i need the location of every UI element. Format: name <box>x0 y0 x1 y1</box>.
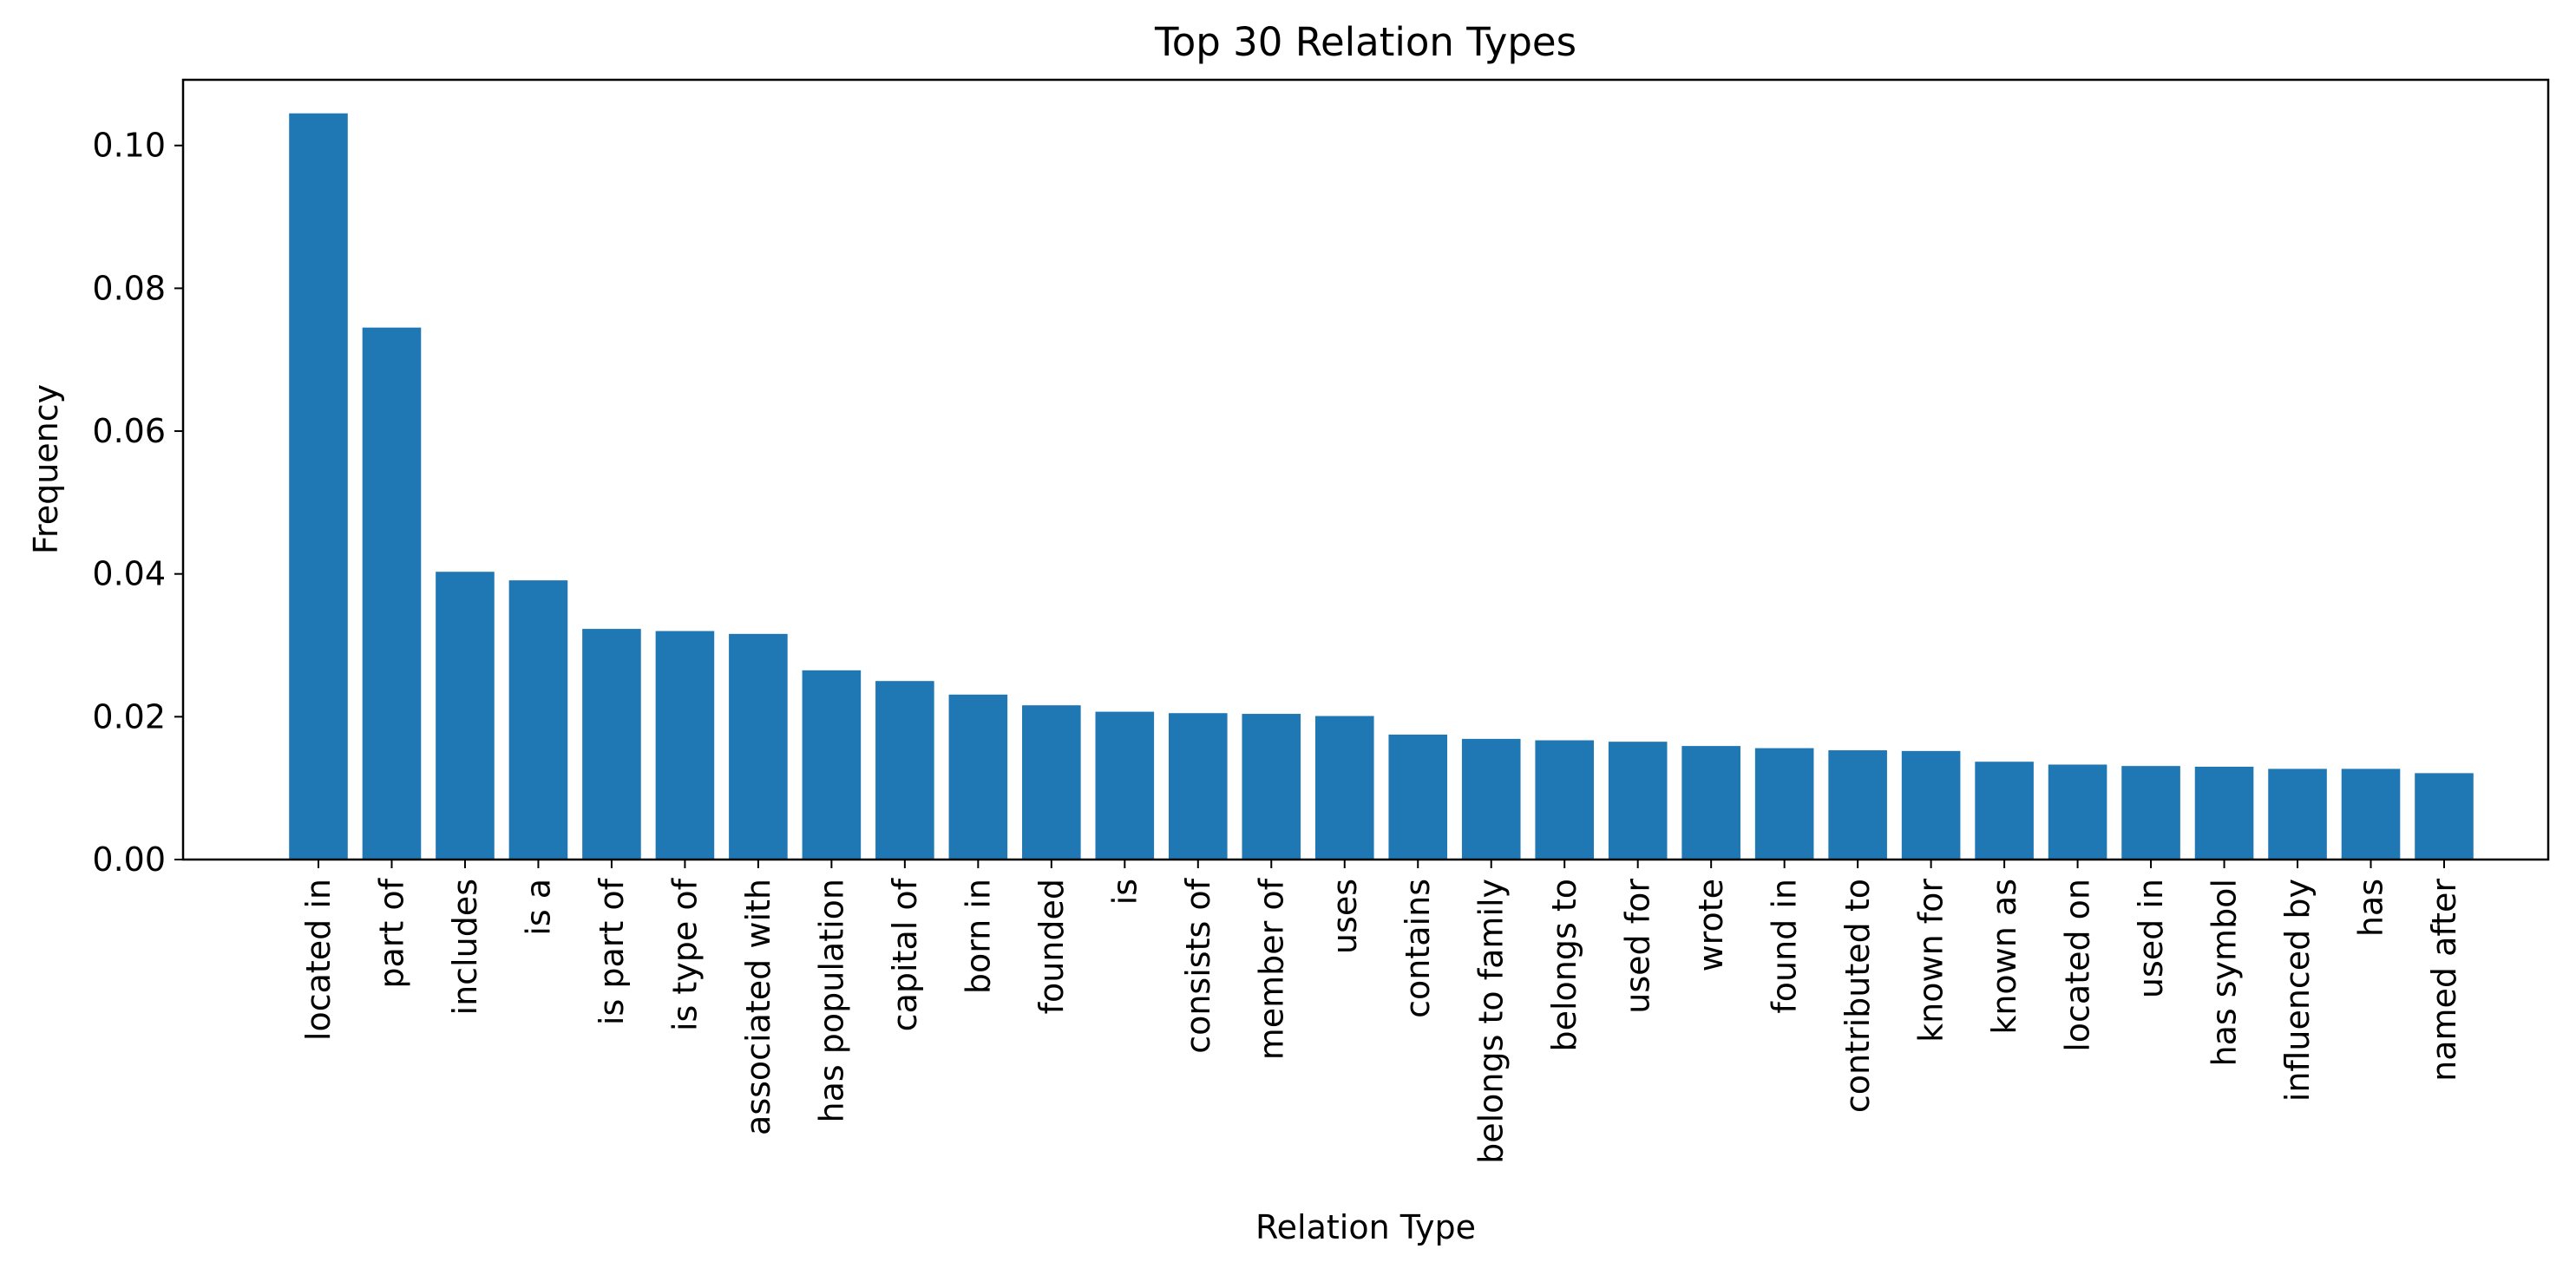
bar-is-part-of <box>582 629 641 860</box>
x-tick-label: uses <box>1326 879 1364 954</box>
x-tick-label: known for <box>1912 879 1950 1043</box>
bar-belongs-to <box>1535 740 1594 860</box>
x-tick-label: wrote <box>1692 879 1730 971</box>
x-axis-label: Relation Type <box>1255 1208 1476 1246</box>
bar-associated-with <box>729 633 788 860</box>
bar-named-after <box>2415 773 2474 860</box>
x-tick-label: used in <box>2132 879 2170 998</box>
y-tick-label: 0.02 <box>92 697 166 736</box>
bar-founded <box>1022 705 1081 860</box>
y-tick-label: 0.00 <box>92 840 166 879</box>
x-tick-label: is type of <box>665 877 704 1031</box>
bar-uses <box>1314 716 1374 860</box>
bar-located-on <box>2048 764 2107 860</box>
y-axis-ticks: 0.00 0.02 0.04 0.06 0.08 0.10 <box>92 127 183 879</box>
x-tick-label: founded <box>1032 879 1071 1014</box>
bar-consists-of <box>1169 713 1228 860</box>
x-tick-label: is a <box>519 879 557 936</box>
x-tick-label: includes <box>446 879 484 1015</box>
bar-part-of <box>362 327 422 860</box>
x-tick-label: known as <box>1985 879 2023 1035</box>
x-tick-label: member of <box>1252 877 1290 1060</box>
x-tick-label: consists of <box>1179 877 1217 1053</box>
bar-contains <box>1388 734 1448 860</box>
y-tick-label: 0.06 <box>92 412 166 450</box>
x-tick-label: influenced by <box>2278 879 2317 1102</box>
y-tick-label: 0.10 <box>92 127 166 165</box>
chart-title: Top 30 Relation Types <box>1154 19 1576 65</box>
bar-known-for <box>1901 750 1961 860</box>
x-tick-label: located in <box>299 879 338 1041</box>
bar-is-type-of <box>655 631 715 860</box>
x-tick-label: named after <box>2425 879 2463 1082</box>
bar-contributed-to <box>1828 750 1887 860</box>
bar-is <box>1095 711 1155 860</box>
bar-used-for <box>1608 742 1668 860</box>
bar-born-in <box>948 694 1008 860</box>
x-tick-label: is <box>1105 879 1144 905</box>
bar-found-in <box>1754 748 1814 860</box>
bar-member-of <box>1242 714 1301 860</box>
bar-known-as <box>1975 762 2034 860</box>
x-tick-label: belongs to family <box>1472 879 1511 1164</box>
bar-has-population <box>802 670 862 860</box>
x-tick-label: found in <box>1766 879 1804 1014</box>
bars-group <box>289 113 2474 860</box>
bar-wrote <box>1681 746 1740 860</box>
x-tick-label: associated with <box>739 879 777 1135</box>
bar-includes <box>436 572 495 860</box>
x-tick-label: located on <box>2059 879 2097 1052</box>
x-axis-ticks: located in part of includes is a is part of i… <box>299 860 2463 1164</box>
x-tick-label: part of <box>372 877 410 988</box>
x-tick-label: has symbol <box>2206 879 2244 1066</box>
x-tick-label: has population <box>812 879 850 1122</box>
bar-located-in <box>289 113 348 860</box>
bar-has-symbol <box>2194 766 2254 860</box>
x-tick-label: contains <box>1399 879 1437 1018</box>
bar-has <box>2341 768 2401 860</box>
x-tick-label: born in <box>959 879 997 994</box>
y-axis-label: Frequency <box>27 384 65 554</box>
bar-capital-of <box>875 681 934 860</box>
bar-used-in <box>2121 766 2180 860</box>
bar-is-a <box>508 580 568 860</box>
y-tick-label: 0.08 <box>92 269 166 307</box>
x-tick-label: has <box>2352 879 2390 937</box>
x-tick-label: belongs to <box>1545 879 1583 1052</box>
x-tick-label: is part of <box>593 877 631 1025</box>
x-tick-label: contributed to <box>1839 879 1877 1113</box>
y-tick-label: 0.04 <box>92 555 166 593</box>
plot-frame <box>181 78 2550 861</box>
x-tick-label: capital of <box>886 877 924 1031</box>
bar-belongs-to-family <box>1461 738 1521 860</box>
bar-influenced-by <box>2268 768 2327 860</box>
x-tick-label: used for <box>1619 879 1657 1014</box>
